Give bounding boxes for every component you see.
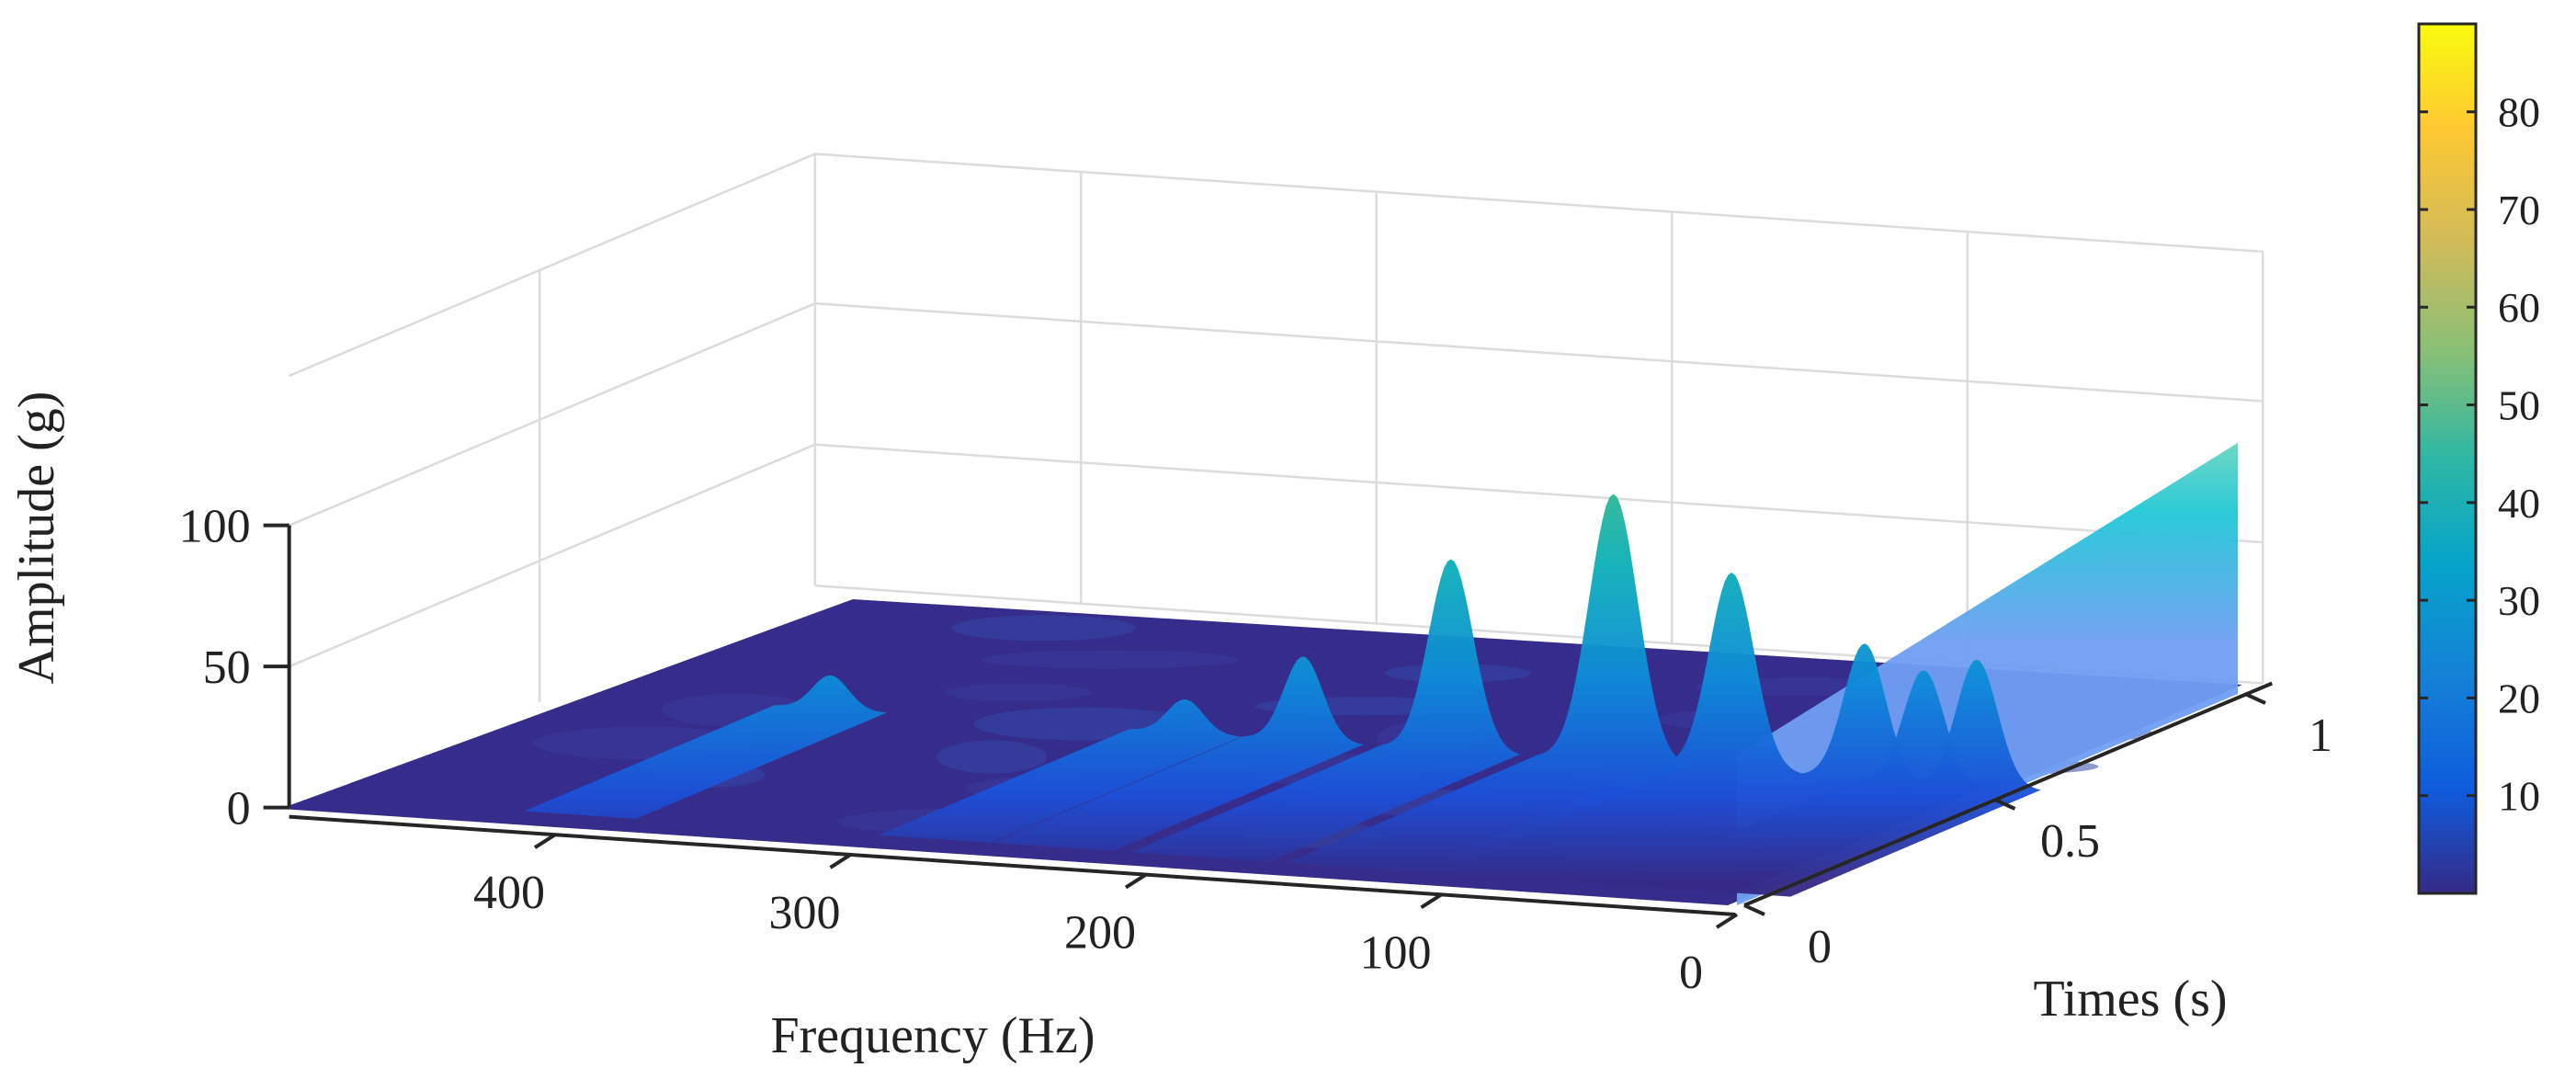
z-axis-title: Amplitude (g): [8, 392, 65, 685]
x-tick-label: 400: [473, 867, 545, 919]
ridge-3: [993, 656, 1364, 851]
surface-ridges: [524, 442, 2238, 905]
axes: [263, 523, 2274, 929]
colorbar-tick-label: 80: [2498, 89, 2540, 136]
z-tick-label: 0: [227, 783, 251, 835]
x-tick-label: 200: [1064, 907, 1136, 960]
x-axis-title: Frequency (Hz): [771, 1007, 1095, 1064]
ridge-6: [1411, 572, 1802, 881]
ridge-5: [1287, 494, 1690, 873]
ridge-9: [1662, 659, 2041, 897]
colorbar-tick-label: 70: [2498, 187, 2540, 233]
tick-labels: 0 50 100 400 300 200 100 0 0 0.5 1: [179, 501, 2332, 999]
axes-grid: [289, 153, 2264, 702]
colorbar-tick-label: 60: [2498, 284, 2540, 331]
colorbar-tick-label: 20: [2498, 675, 2540, 721]
colorbar-tick-label: 30: [2498, 577, 2540, 624]
y-axis-title: Times (s): [2033, 971, 2227, 1028]
y-tick-label: 0: [1808, 921, 1832, 973]
ridge-2: [879, 699, 1242, 843]
x-tick-label: 100: [1360, 926, 1432, 979]
colorbar-tick-label: 50: [2498, 382, 2540, 429]
colorbar-ticks: 10 20 30 40 50 60 70 80: [2419, 89, 2540, 820]
z-tick-label: 100: [179, 501, 251, 553]
z-tick-label: 50: [203, 642, 251, 694]
y-tick-label: 0.5: [2040, 815, 2100, 868]
colorbar-tick-label: 40: [2498, 480, 2540, 527]
ridge-1: [524, 675, 887, 819]
x-tick-label: 300: [769, 887, 841, 939]
y-tick-label: 1: [2309, 710, 2332, 762]
x-tick-label: 0: [1679, 947, 1703, 999]
colorbar: [2417, 22, 2478, 895]
ridge-4: [1131, 559, 1521, 862]
colorbar-tick-label: 10: [2498, 773, 2540, 820]
